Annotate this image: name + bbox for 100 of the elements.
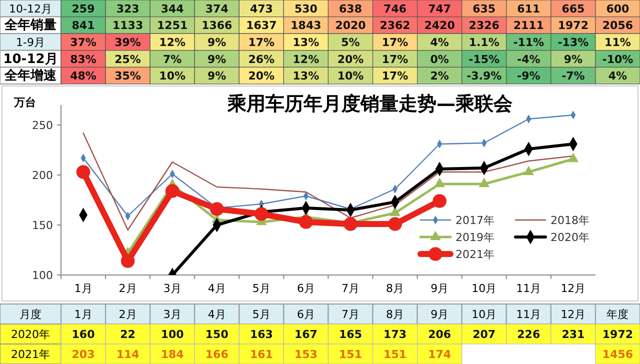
data-label: 166: [205, 348, 229, 361]
x-tick-label: 3月: [163, 308, 182, 321]
point: [478, 178, 490, 188]
data-label: -10%: [602, 52, 634, 66]
x-tick-label: 8月: [386, 282, 404, 295]
data-label: 203: [72, 348, 95, 361]
x-axis-title: 月度: [20, 308, 42, 321]
x-tick-label: 5月: [252, 308, 270, 321]
data-label: 17%: [382, 70, 408, 83]
data-label: -3.9%: [466, 70, 502, 83]
x-tick-label: 10月: [472, 308, 497, 321]
x-tick-label: 7月: [342, 308, 360, 321]
x-tick-label: 6月: [296, 308, 315, 321]
y-tick-label: 150: [32, 219, 53, 232]
data-label: 2111: [513, 19, 544, 32]
y-tick-label: 2021年: [11, 348, 50, 361]
x-tick-label: 11月: [516, 282, 542, 295]
y-tick-label: 全年增速: [4, 68, 58, 84]
chart-title: 乘用车历年月度销量走势—乘联会: [226, 93, 514, 115]
data-label: 83%: [70, 52, 96, 66]
data-label: 26%: [248, 52, 275, 66]
x-tick-label: 1月: [74, 282, 92, 295]
legend-label: 2021年: [455, 248, 494, 261]
data-label: 12%: [159, 36, 186, 49]
data-label: 9%: [564, 52, 583, 66]
data-label: 1637: [246, 19, 277, 32]
data-label: 841: [72, 19, 95, 32]
data-label: 17%: [248, 36, 275, 49]
data-label: 35%: [114, 70, 141, 83]
x-tick-label: 9月: [430, 282, 449, 295]
data-label: 153: [294, 348, 318, 361]
data-label: 13%: [292, 70, 320, 83]
x-tick-label: 6月: [296, 282, 315, 295]
data-label: 151: [384, 348, 407, 361]
x-tick-label: 11月: [516, 308, 542, 321]
data-label: 39%: [114, 36, 141, 49]
data-label: -9%: [517, 70, 540, 83]
x-tick-label: 4月: [208, 308, 226, 321]
y-tick-label: 全年销量: [4, 18, 56, 34]
data-label: 9%: [208, 70, 226, 83]
data-label: 1456: [602, 348, 634, 361]
legend-label: 2019年: [455, 231, 494, 244]
data-label: 638: [339, 2, 362, 16]
data-label: 173: [384, 328, 407, 341]
x-tick-label: 8月: [386, 308, 404, 321]
x-tick-label: 7月: [342, 282, 360, 295]
data-label: 11%: [604, 36, 631, 49]
data-label: 1972: [558, 19, 589, 32]
data-label: 323: [116, 2, 140, 16]
legend-label: 2017年: [455, 214, 494, 227]
data-label: 2362: [380, 19, 410, 32]
y-tick-label: 1-9月: [16, 36, 45, 49]
point: [344, 217, 358, 231]
data-label: 665: [562, 2, 585, 16]
data-label: 1843: [290, 19, 322, 32]
x-tick-label: 4月: [208, 282, 226, 295]
point: [432, 194, 446, 208]
x-tick-label: 2月: [118, 282, 137, 295]
data-label: 2056: [602, 19, 634, 32]
data-label: 20%: [248, 70, 275, 83]
legend-label: 2018年: [550, 214, 590, 227]
data-label: 2%: [430, 70, 449, 83]
x-tick-label: 年度: [606, 308, 629, 321]
data-label: 259: [72, 2, 95, 16]
x-tick-label: 10月: [472, 282, 497, 295]
x-tick-label: 12月: [560, 282, 586, 295]
y-tick-label: 2020年: [11, 328, 50, 341]
x-tick-label: 12月: [560, 308, 586, 321]
point: [120, 254, 135, 268]
data-label: 207: [472, 328, 496, 341]
point: [568, 152, 579, 162]
data-label: 374: [205, 2, 229, 16]
data-label: 611: [517, 2, 540, 16]
data-label: 37%: [70, 36, 96, 49]
data-label: 7%: [163, 52, 182, 66]
point: [165, 184, 180, 198]
data-label: 165: [339, 328, 362, 341]
data-label: 17%: [382, 52, 408, 66]
y-tick-label: 200: [32, 169, 53, 182]
data-label: 13%: [292, 36, 320, 49]
data-label: 2020: [335, 19, 366, 32]
data-label: 1251: [157, 19, 188, 32]
data-label: 530: [294, 2, 318, 16]
point: [388, 217, 402, 231]
point: [523, 166, 534, 176]
data-label: 4%: [430, 36, 449, 49]
data-label: 9%: [208, 52, 226, 66]
data-label: 25%: [114, 52, 141, 66]
data-label: -4%: [517, 52, 540, 66]
data-label: 746: [384, 2, 407, 16]
y-tick-label: 100: [32, 269, 53, 282]
y-tick-label: 250: [32, 119, 53, 132]
data-label: 100: [160, 328, 184, 341]
data-label: -13%: [558, 36, 589, 49]
data-label: 0%: [430, 52, 449, 66]
data-label: 184: [160, 348, 184, 361]
data-label: 1972: [602, 328, 634, 341]
data-label: 9%: [208, 36, 226, 49]
data-label: 747: [428, 2, 452, 16]
data-label: 4%: [608, 70, 628, 83]
